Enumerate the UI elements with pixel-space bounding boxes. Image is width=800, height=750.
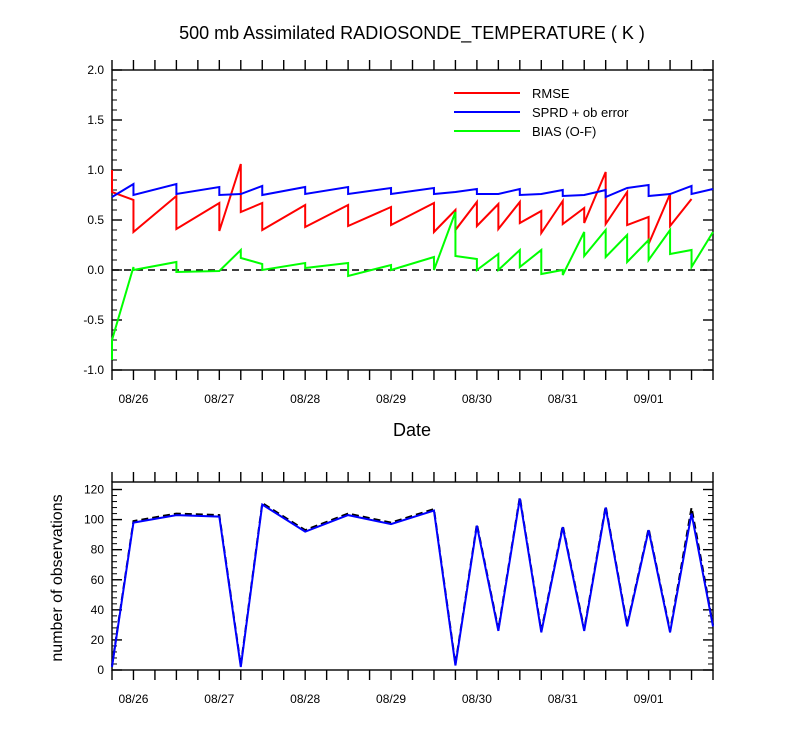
- x-tick-label: 08/26: [118, 392, 148, 406]
- x-tick-label: 09/01: [634, 692, 664, 706]
- x-tick-label: 08/28: [290, 692, 320, 706]
- chart-title: 500 mb Assimilated RADIOSONDE_TEMPERATUR…: [179, 23, 645, 44]
- y-tick-label: -1.0: [83, 363, 104, 377]
- series-line-bias-o-f: [111, 211, 714, 360]
- y-tick-label: 100: [84, 513, 104, 527]
- y-tick-label: 120: [84, 483, 104, 497]
- x-tick-label: 09/01: [634, 392, 664, 406]
- x-tick-label: 08/29: [376, 392, 406, 406]
- x-axis-label: Date: [393, 420, 431, 440]
- x-tick-label: 08/30: [462, 692, 492, 706]
- x-tick-label: 08/31: [548, 692, 578, 706]
- series-line-possible: [111, 496, 714, 666]
- y-tick-label: 2.0: [87, 63, 104, 77]
- plot-frame-2: [111, 481, 714, 671]
- y-tick-label: 80: [91, 543, 105, 557]
- y-tick-label: 0: [97, 663, 104, 677]
- x-tick-label: 08/30: [462, 392, 492, 406]
- x-tick-label: 08/27: [204, 392, 234, 406]
- series-line-assimilated: [111, 498, 714, 668]
- x-tick-label: 08/31: [548, 392, 578, 406]
- x-tick-label: 08/26: [118, 692, 148, 706]
- series-line-sprd-ob-error: [111, 182, 714, 199]
- y-tick-label: 60: [91, 573, 105, 587]
- y-tick-label: -0.5: [83, 313, 104, 327]
- y-tick-label: 0.0: [87, 263, 104, 277]
- y-tick-label: 20: [91, 633, 105, 647]
- legend-label: BIAS (O-F): [532, 124, 596, 139]
- x-tick-label: 08/28: [290, 392, 320, 406]
- y-tick-label: 1.5: [87, 113, 104, 127]
- y-tick-label: 1.0: [87, 163, 104, 177]
- y-axis-label-observations: number of observations: [49, 494, 66, 661]
- y-tick-label: 40: [91, 603, 105, 617]
- legend-label: SPRD + ob error: [532, 105, 629, 120]
- x-tick-label: 08/29: [376, 692, 406, 706]
- x-tick-label: 08/27: [204, 692, 234, 706]
- top-panel: 2.0 1.5 1.0 0.5 0.0 -0.5 -1.0 08/26 08/27 08/28 08…: [83, 60, 714, 406]
- y-tick-label: 0.5: [87, 213, 104, 227]
- legend-label: RMSE: [532, 86, 570, 101]
- bottom-panel: 120 100 80 60 40 20 0 08/26 08/27 08/28 08/29 08/30…: [84, 472, 714, 706]
